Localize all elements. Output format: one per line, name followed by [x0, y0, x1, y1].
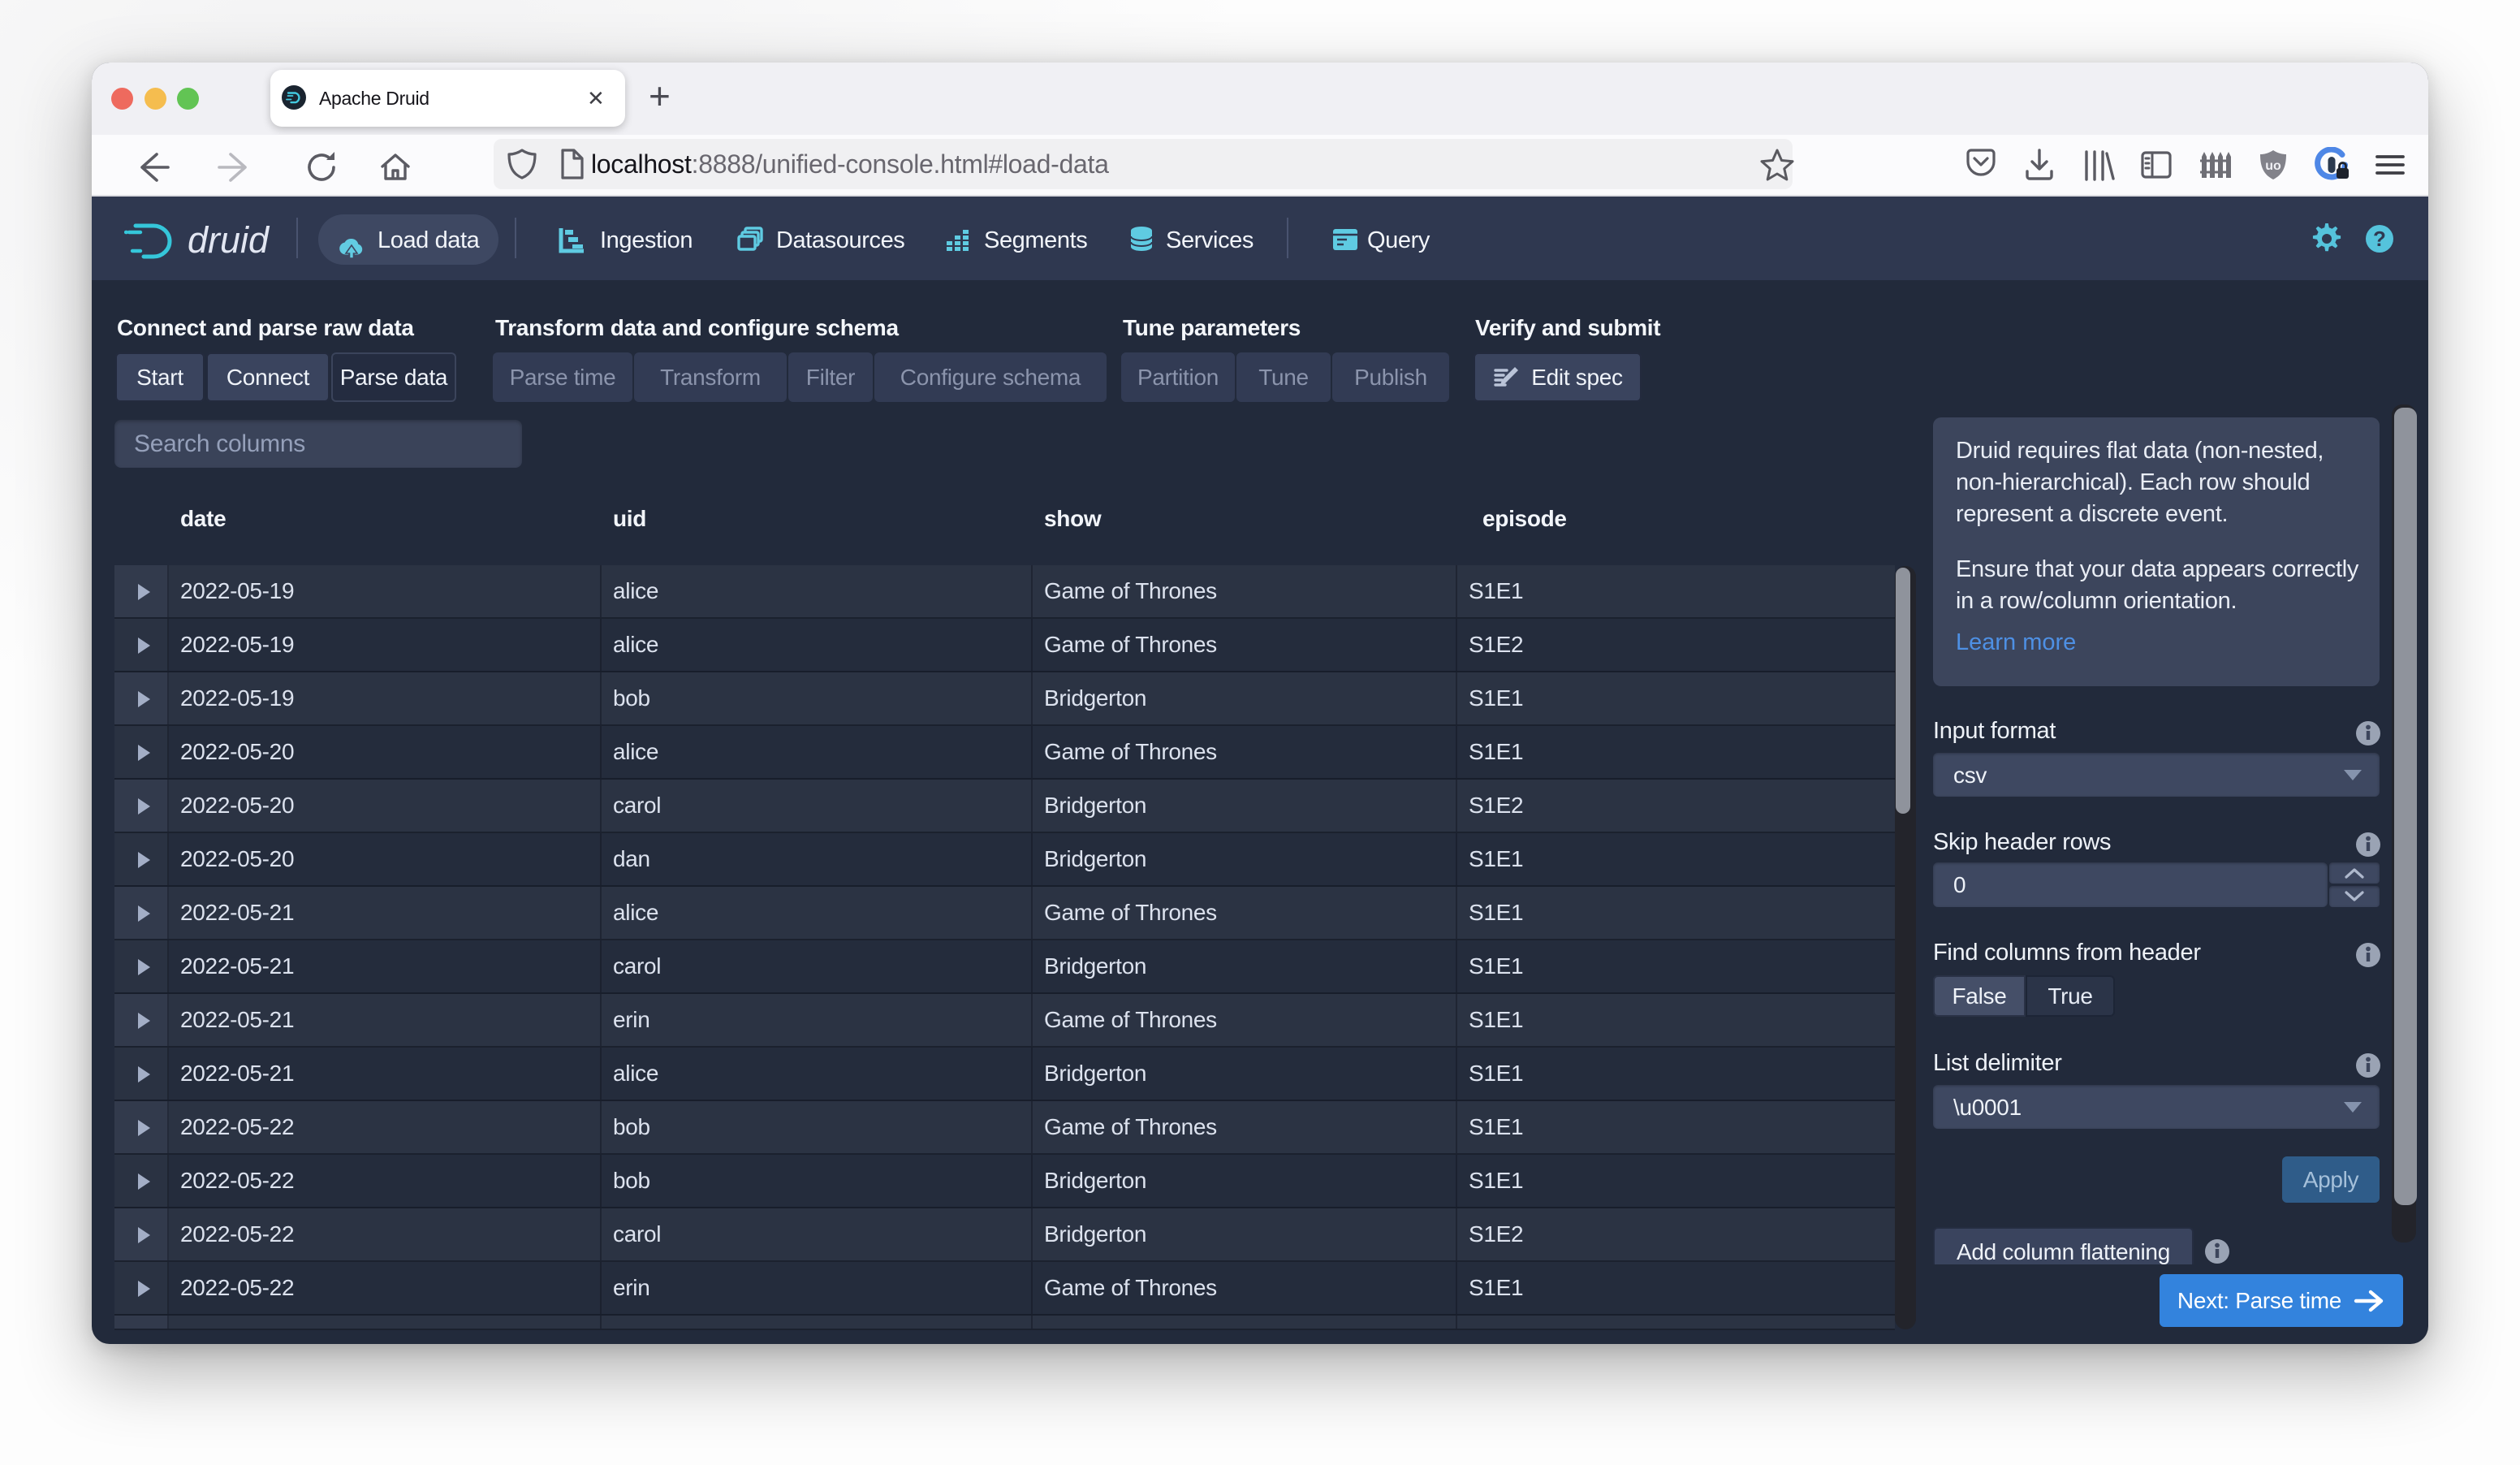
svg-text:?: ? — [2373, 227, 2386, 251]
svg-text:uo: uo — [2265, 159, 2281, 173]
